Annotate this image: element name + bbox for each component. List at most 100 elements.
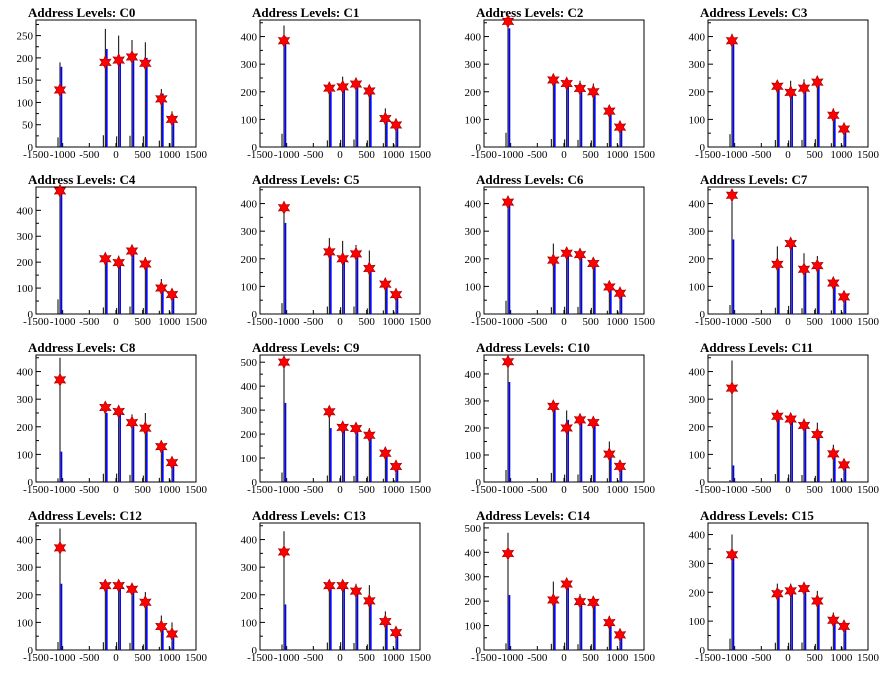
x-tick-label: 1500 — [857, 484, 880, 496]
x-tick-label: 1500 — [185, 149, 208, 161]
peak-marker — [547, 592, 560, 608]
y-tick-label: 250 — [17, 31, 34, 43]
chart-title: Address Levels: C13 — [252, 508, 366, 523]
x-tick-label: 500 — [134, 484, 151, 496]
x-tick-label: -500 — [527, 149, 548, 161]
chart-panel: Address Levels: C11 0 100 200 300 400 -1500 -10… — [689, 340, 880, 496]
y-tick-label: 300 — [17, 231, 34, 243]
peak-marker — [155, 439, 168, 454]
x-tick-label: 500 — [582, 149, 599, 161]
peak-marker — [165, 455, 179, 470]
peak-marker — [560, 76, 573, 91]
x-tick-label: -1000 — [498, 149, 524, 161]
x-tick-label: 500 — [806, 149, 823, 161]
x-tick-label: 500 — [582, 316, 599, 328]
y-tick-label: 0 — [700, 477, 706, 489]
x-tick-label: -500 — [79, 652, 100, 664]
peak-marker — [603, 103, 616, 119]
chart-panel: Address Levels: C14 0 100 200 300 400 500 -1500… — [465, 508, 656, 664]
y-tick-label: 400 — [241, 381, 258, 393]
peak-marker — [573, 412, 587, 428]
y-tick-label: 0 — [476, 142, 482, 154]
y-tick-label: 500 — [241, 357, 258, 369]
y-tick-label: 500 — [465, 523, 482, 535]
y-tick-label: 100 — [465, 114, 482, 126]
x-tick-label: -1500 — [695, 316, 721, 328]
y-tick-label: 200 — [465, 254, 482, 266]
peak-marker — [99, 251, 112, 267]
peak-marker — [771, 79, 784, 94]
chart-panel: Address Levels: C0 0 50 100 150 200 250 -1500 -1… — [17, 5, 208, 161]
x-tick-label: -500 — [527, 316, 548, 328]
y-tick-label: 100 — [689, 449, 706, 461]
y-tick-label: 0 — [28, 142, 34, 154]
x-tick-label: 0 — [785, 652, 791, 664]
peak-marker — [811, 74, 824, 90]
x-tick-label: 1500 — [409, 149, 432, 161]
peak-marker — [797, 581, 811, 596]
chart-panel: Address Levels: C10 0 100 200 300 400 -1500 -10… — [465, 340, 656, 496]
x-tick-label: 500 — [134, 316, 151, 328]
y-tick-label: 100 — [465, 281, 482, 293]
y-tick-label: 0 — [252, 645, 258, 657]
x-tick-label: -1000 — [722, 149, 748, 161]
peak-marker — [336, 420, 349, 435]
y-tick-label: 200 — [241, 429, 258, 441]
chart-title: Address Levels: C0 — [28, 5, 135, 20]
x-tick-label: -1000 — [274, 652, 300, 664]
peak-marker — [784, 236, 797, 251]
peak-marker — [501, 195, 515, 210]
peak-marker — [771, 409, 784, 424]
x-tick-label: -1500 — [23, 484, 49, 496]
chart-panel: Address Levels: C12 0 100 200 300 400 -1500 -10… — [17, 508, 208, 664]
peak-marker — [827, 446, 840, 461]
peak-marker — [827, 613, 840, 628]
peak-marker — [363, 83, 376, 99]
peak-marker — [125, 415, 139, 430]
peak-marker — [784, 85, 797, 100]
peak-marker — [336, 578, 349, 593]
x-tick-label: -1000 — [722, 652, 748, 664]
peak-marker — [389, 287, 403, 302]
y-tick-label: 400 — [241, 199, 258, 211]
peak-marker — [112, 404, 125, 419]
peak-marker — [811, 258, 824, 273]
peak-marker — [112, 255, 125, 270]
y-tick-label: 0 — [252, 142, 258, 154]
peak-marker — [349, 246, 363, 261]
chart-title: Address Levels: C5 — [252, 172, 360, 187]
y-tick-label: 300 — [465, 572, 482, 584]
peak-marker — [797, 262, 811, 277]
y-tick-label: 100 — [689, 281, 706, 293]
x-tick-label: -1000 — [274, 149, 300, 161]
y-tick-label: 300 — [465, 226, 482, 238]
x-tick-label: 0 — [337, 149, 343, 161]
peak-marker — [363, 428, 376, 443]
peak-marker — [155, 619, 168, 634]
x-tick-label: -1500 — [695, 149, 721, 161]
peak-marker — [547, 72, 560, 88]
x-tick-label: 500 — [134, 149, 151, 161]
x-tick-label: 1500 — [409, 484, 432, 496]
x-tick-label: 500 — [806, 316, 823, 328]
chart-panel: Address Levels: C3 0 100 200 300 400 -1500 -100… — [689, 5, 880, 161]
peak-marker — [603, 279, 616, 295]
x-tick-label: 1500 — [633, 149, 656, 161]
y-tick-label: 100 — [689, 616, 706, 628]
y-tick-label: 100 — [241, 617, 258, 629]
peak-marker — [323, 81, 336, 96]
peak-marker — [323, 244, 336, 260]
x-tick-label: 1500 — [409, 316, 432, 328]
x-tick-label: -500 — [751, 484, 772, 496]
chart-panel: Address Levels: C7 0 100 200 300 400 -1500 -100… — [689, 172, 880, 328]
y-tick-label: 200 — [241, 254, 258, 266]
y-tick-label: 300 — [241, 405, 258, 417]
chart-panel: Address Levels: C13 0 100 200 300 400 -1500 -10… — [241, 508, 432, 664]
y-tick-label: 400 — [17, 367, 34, 379]
peak-marker — [99, 55, 112, 70]
peak-marker — [165, 287, 179, 302]
y-tick-label: 100 — [17, 283, 34, 295]
peak-marker — [112, 52, 125, 68]
peak-marker — [277, 355, 291, 370]
peak-marker — [560, 246, 573, 261]
